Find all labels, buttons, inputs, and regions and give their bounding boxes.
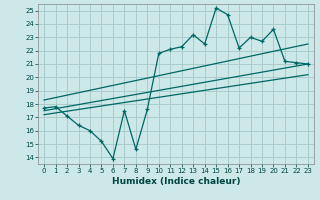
- X-axis label: Humidex (Indice chaleur): Humidex (Indice chaleur): [112, 177, 240, 186]
